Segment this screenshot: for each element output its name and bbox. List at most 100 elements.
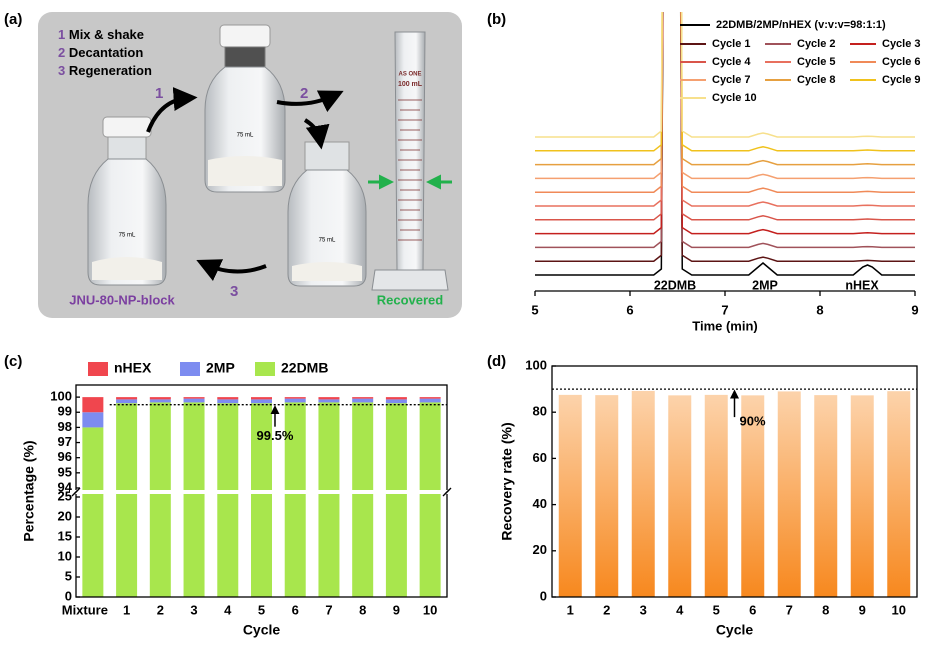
bar-segment: [183, 402, 205, 597]
bar-segment: [183, 397, 205, 399]
bar-segment: [318, 397, 340, 400]
y-tick-label: 80: [533, 404, 547, 419]
chromatogram-line: [535, 12, 915, 262]
chromatogram-line: [535, 12, 915, 221]
x-tick-label: 5: [258, 602, 265, 617]
legend-label: 22DMB: [281, 360, 328, 376]
bar-segment: [251, 399, 272, 404]
bar: [668, 395, 692, 597]
y-tick-label: 100: [50, 389, 72, 404]
chromatogram-line: [535, 12, 915, 138]
bar-segment: [318, 402, 340, 597]
panel-label: (c): [4, 353, 22, 370]
x-tick-label: 4: [224, 602, 232, 617]
x-tick-label: 5: [531, 302, 538, 317]
bar-segment: [251, 403, 272, 597]
bar-segment: [116, 397, 138, 400]
bar: [595, 395, 619, 597]
plot-area: [535, 12, 915, 276]
x-tick-label: 2: [603, 602, 610, 617]
x-tick-label: 1: [567, 602, 574, 617]
x-tick-label: 6: [626, 302, 633, 317]
bar-segment: [116, 399, 138, 404]
bar-segment: [419, 398, 441, 403]
panel-label: (d): [487, 353, 506, 370]
bar-segment: [149, 397, 171, 400]
x-tick-label: 2: [157, 602, 164, 617]
bar: [631, 390, 655, 597]
legend-label: Cycle 5: [797, 56, 836, 68]
y-tick-label: 20: [533, 542, 547, 557]
x-tick-label: 8: [822, 602, 829, 617]
bar: [704, 394, 728, 597]
y-tick-label: 15: [58, 528, 72, 543]
x-axis-title: Cycle: [716, 622, 754, 638]
y-tick-label: 99: [58, 404, 72, 419]
bar-segment: [82, 412, 104, 428]
x-tick-label: Mixture: [62, 602, 108, 617]
bar-segment: [251, 397, 272, 400]
chromatogram-line: [535, 12, 915, 249]
legend-label: Cycle 4: [712, 56, 751, 68]
arrow-number: 1: [155, 85, 163, 102]
plot-frame: [551, 365, 918, 598]
chromatogram-line: [535, 12, 915, 152]
panel-label: (b): [487, 11, 506, 28]
x-tick-label: 9: [393, 602, 400, 617]
step-3: 3 Regeneration: [58, 63, 152, 78]
legend-label: Cycle 10: [712, 92, 757, 104]
y-tick-label: 98: [58, 419, 72, 434]
bar-segment: [149, 399, 171, 403]
y-tick-label: 10: [58, 548, 72, 563]
legend-label: Cycle 2: [797, 38, 836, 50]
bar-segment: [284, 402, 306, 597]
legend-label: Cycle 1: [712, 38, 751, 50]
bar: [850, 395, 874, 597]
y-tick-label: 5: [65, 568, 72, 583]
bar-segment: [217, 403, 239, 597]
arrow-number: 3: [230, 283, 238, 300]
bar-segment: [419, 397, 441, 399]
bar: [558, 394, 582, 597]
peak-label: 2MP: [752, 278, 778, 292]
bar: [814, 395, 838, 597]
peak-label: 22DMB: [654, 278, 696, 292]
recovered-label: Recovered: [377, 292, 444, 307]
y-tick-label: 94: [58, 479, 73, 494]
bar-segment: [217, 399, 239, 404]
reference-label: 99.5%: [257, 428, 294, 443]
legend-label: Cycle 7: [712, 74, 751, 86]
bottle-label: 75 mL: [119, 233, 136, 239]
y-tick-label: 97: [58, 434, 72, 449]
bar: [887, 391, 911, 597]
panel-label: (a): [4, 11, 22, 28]
y-tick-label: 25: [58, 488, 72, 503]
chromatogram-line: [535, 12, 915, 235]
bar-segment: [149, 402, 171, 597]
bottle-label: 75 mL: [319, 238, 336, 244]
bar-segment: [352, 398, 374, 403]
legend-label: nHEX: [114, 360, 152, 376]
process-arrow: [276, 90, 344, 113]
cylinder-volume: 100 mL: [398, 81, 423, 88]
x-tick-label: 8: [816, 302, 823, 317]
x-tick-label: 3: [190, 602, 197, 617]
y-tick-label: 95: [58, 464, 72, 479]
bar-segment: [116, 403, 138, 597]
legend-label: Cycle 3: [882, 38, 921, 50]
break-mark: [444, 487, 452, 495]
x-tick-label: 9: [859, 602, 866, 617]
chromatogram-line: [535, 12, 915, 207]
y-tick-label: 40: [533, 496, 547, 511]
x-tick-label: 5: [713, 602, 720, 617]
cylinder-brand: AS ONE: [398, 72, 421, 78]
bar-segment: [284, 397, 306, 399]
bar-segment: [385, 403, 407, 597]
legend-label: 22DMB/2MP/nHEX (v:v:v=98:1:1): [716, 19, 886, 31]
y-tick-label: 96: [58, 449, 72, 464]
y-tick-label: 0: [65, 588, 72, 603]
chromatogram-line: [535, 12, 915, 193]
y-tick-label: 20: [58, 508, 72, 523]
x-tick-label: 3: [640, 602, 647, 617]
bar-segment: [385, 399, 407, 404]
